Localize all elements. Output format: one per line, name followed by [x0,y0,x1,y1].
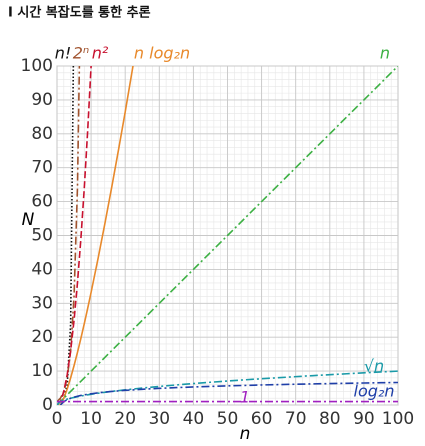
x-tick-label: 90 [353,409,375,429]
y-tick-label: 60 [31,192,53,212]
series-line [57,66,134,405]
series-line [59,381,398,405]
series-line [57,66,81,403]
y-axis-label: N [22,210,35,230]
series-label: n [380,44,390,63]
x-tick-label: 50 [217,409,239,429]
x-tick-label: 20 [114,409,136,429]
series-label: log₂n [354,382,395,401]
series-label: 2ⁿ [73,44,90,63]
x-tick-label: 10 [80,409,102,429]
x-tick-label: 70 [285,409,307,429]
series-line [57,66,92,405]
x-tick-label: 40 [183,409,205,429]
series-label: n log₂n [134,44,190,63]
y-tick-label: 0 [42,395,53,415]
series-label: √n [364,357,384,376]
series-label: n² [92,44,109,63]
y-tick-label: 20 [31,327,53,347]
y-tick-label: 30 [31,293,53,313]
x-tick-label: 100 [382,409,414,429]
series-line [57,66,398,405]
x-tick-label: 0 [52,409,63,429]
y-tick-label: 100 [21,56,53,76]
series-label: 1 [240,388,250,407]
series-label: n! [55,44,72,63]
x-tick-label: 60 [251,409,273,429]
y-tick-label: 10 [31,361,53,381]
y-tick-label: 50 [31,226,53,246]
x-tick-label: 80 [319,409,341,429]
y-tick-label: 40 [31,259,53,279]
y-tick-label: 90 [31,90,53,110]
plot-lines [57,66,398,405]
y-tick-label: 70 [31,158,53,178]
y-tick-label: 80 [31,124,53,144]
x-tick-label: 30 [148,409,170,429]
chart-title: I 시간 복잡도를 통한 추론 [8,5,151,21]
x-axis-label: n [240,424,251,444]
